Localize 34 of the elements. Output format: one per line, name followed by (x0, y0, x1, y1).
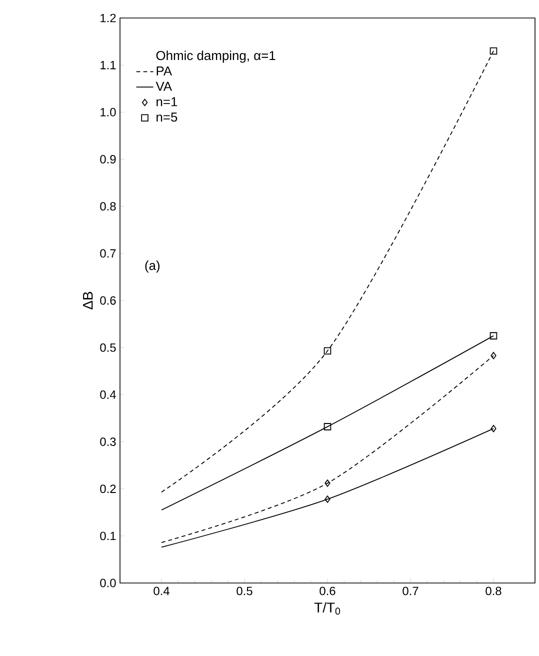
x-tick-label: 0.8 (486, 586, 502, 596)
y-tick-label: 0.8 (100, 202, 116, 211)
y-tick-label: 1.1 (100, 60, 116, 70)
y-tick-label: 0.4 (100, 390, 116, 399)
y-tick-label: 0.7 (100, 249, 116, 258)
legend-label: PA (156, 66, 172, 76)
x-tick-label: 0.7 (402, 586, 418, 596)
point (324, 423, 332, 430)
point (490, 332, 498, 340)
y-tick-label: 1.0 (100, 108, 116, 116)
point (324, 496, 330, 503)
y-tick-label: 0.6 (100, 296, 116, 305)
legend-title: Ohmic damping, α=1 (156, 50, 276, 63)
legend-label: VA (156, 82, 172, 91)
y-tick-label: 0.3 (100, 438, 116, 446)
x-tick-label: 0.6 (320, 586, 336, 596)
legend-label: n=5 (156, 112, 178, 122)
annotation: (a) (145, 260, 160, 273)
y-axis-title: ΔB (83, 292, 93, 310)
x-tick-label: 0.5 (236, 586, 252, 596)
point (490, 424, 496, 432)
point (490, 47, 498, 55)
point (324, 480, 330, 487)
x-axis-title: T/T$_{0}$ (314, 602, 340, 615)
x-tick-label: 0.4 (154, 586, 170, 596)
point (490, 352, 496, 360)
y-tick-label: 0.9 (100, 155, 116, 164)
y-tick-label: 1.2 (100, 14, 116, 22)
y-tick-label: 0.2 (100, 484, 116, 494)
y-tick-label: 0.0 (100, 578, 116, 588)
y-tick-label: 0.1 (100, 532, 116, 540)
y-tick-label: 0.5 (100, 343, 116, 352)
point (324, 347, 332, 355)
legend-label: n=1 (156, 97, 178, 106)
